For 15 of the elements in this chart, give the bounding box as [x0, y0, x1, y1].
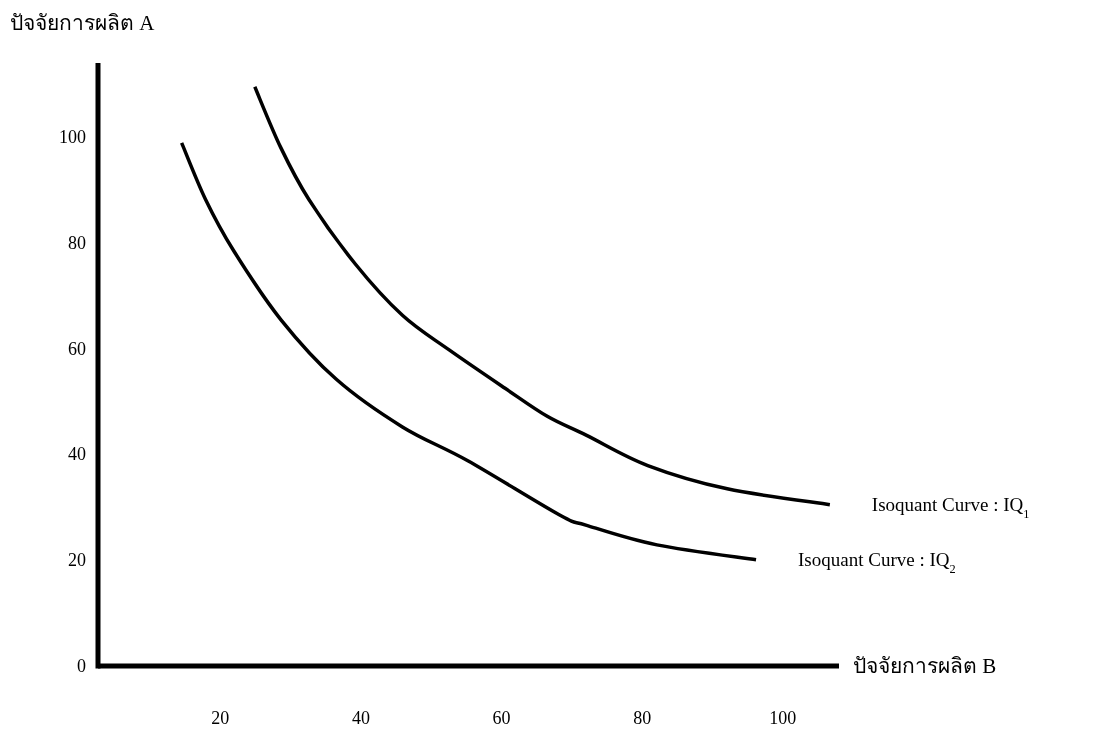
y-tick-label: 20	[68, 550, 86, 571]
text: Isoquant Curve : IQ$_{2}$	[798, 548, 956, 576]
y-tick-label: 0	[77, 656, 86, 676]
y-tick-label: 100	[59, 127, 86, 148]
x-tick-label: 80	[633, 708, 652, 728]
y-tick-label: 80	[68, 232, 86, 253]
x-tick-label: 20	[211, 708, 230, 728]
text: Isoquant Curve : IQ$_{1}$	[871, 493, 1030, 521]
x-tick-label: 60	[492, 708, 511, 728]
x-tick-label: 100	[769, 708, 797, 728]
y-tick-label: 60	[68, 338, 86, 359]
x-tick-label: 40	[351, 708, 370, 728]
x-axis-title: ปัจจัยการผลิต B	[853, 654, 997, 678]
y-axis-title: ปัจจัยการผลิต A	[10, 11, 156, 35]
y-tick-label: 40	[68, 444, 86, 465]
